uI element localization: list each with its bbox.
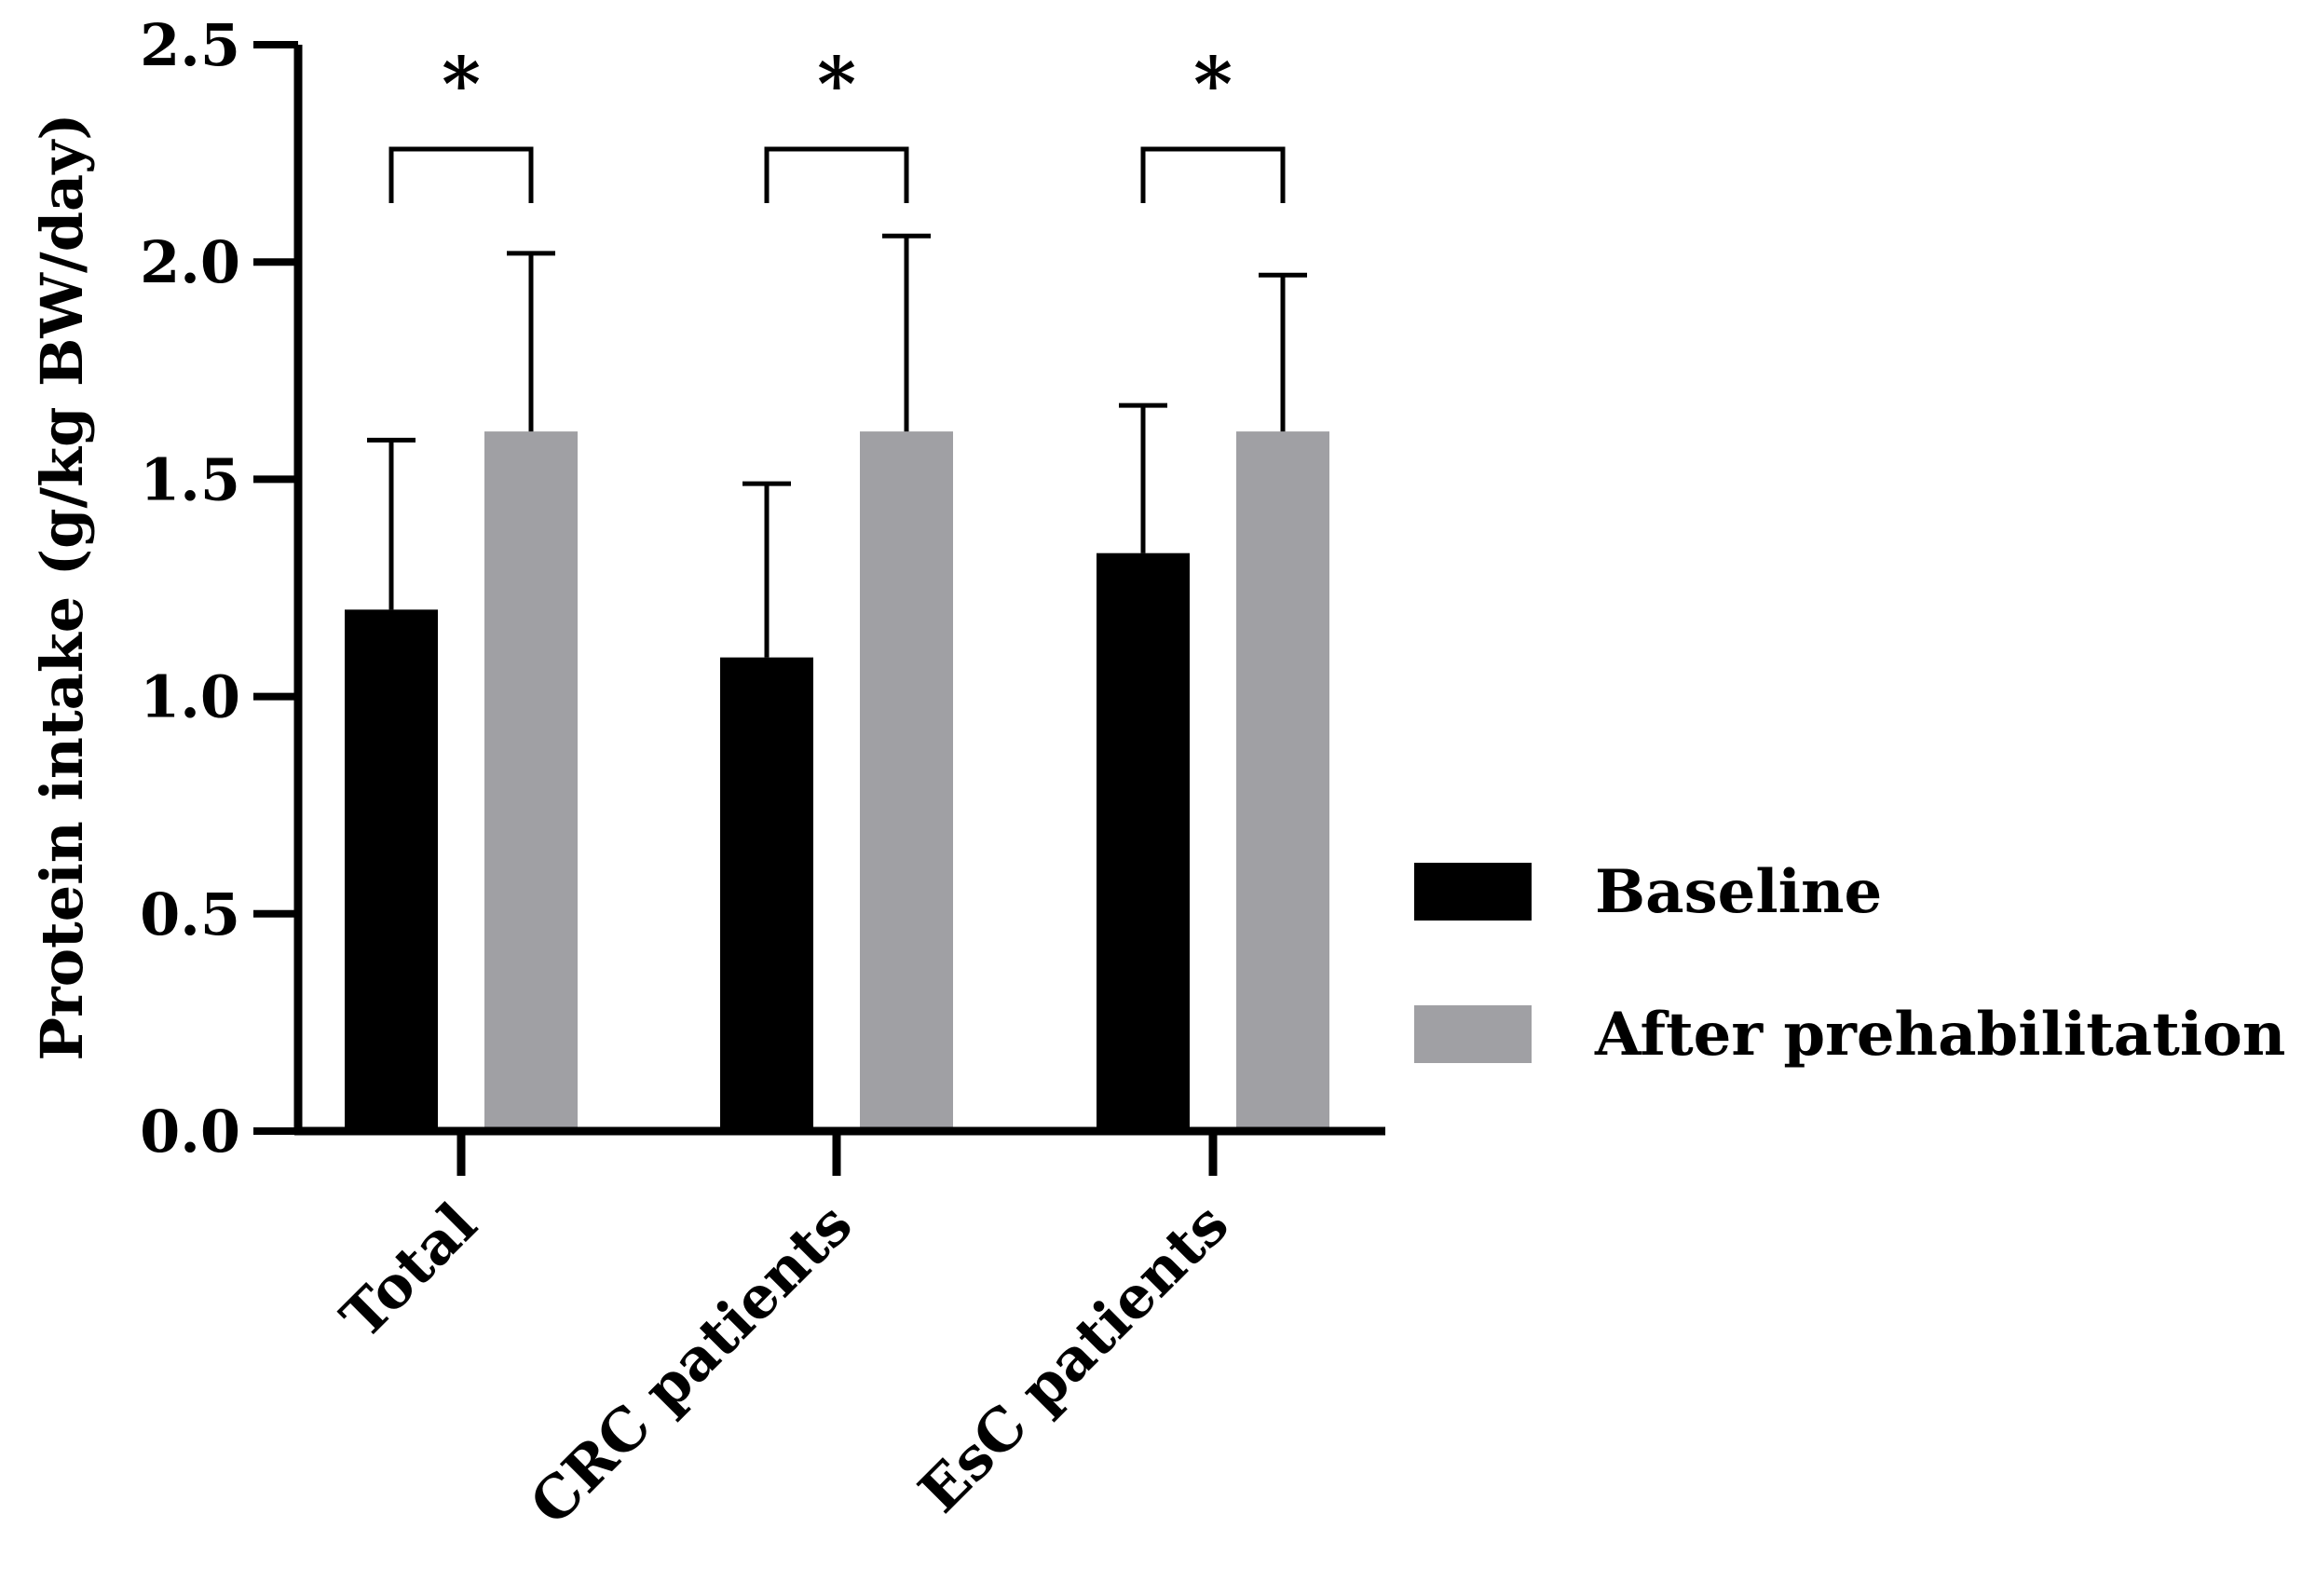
x-tick-label: EsC patients — [906, 1190, 1242, 1526]
significance-bracket — [1140, 146, 1286, 203]
significance-star: * — [1193, 40, 1233, 128]
bar-after-prehabilitation — [860, 431, 953, 1131]
y-tick-label: 1.0 — [140, 663, 240, 731]
bars-layer — [345, 431, 1329, 1131]
y-tick-label: 2.0 — [140, 228, 240, 296]
legend-label-baseline: Baseline — [1595, 857, 1882, 927]
significance-star: * — [442, 40, 481, 128]
y-axis-title: Protein intake (g/kg BW/day) — [28, 113, 96, 1060]
x-ticks-layer: Total CRC patients EsC patients — [328, 1131, 1242, 1538]
bar-after-prehabilitation — [1236, 431, 1329, 1131]
y-tick-label: 0.5 — [140, 880, 240, 948]
bar-baseline — [345, 609, 438, 1131]
x-tick-label: Total — [328, 1190, 490, 1352]
significance-bracket — [764, 146, 909, 203]
axes-layer — [293, 45, 1385, 1136]
y-ticks-layer: 0.0 0.5 1.0 1.5 2.0 2.5 — [140, 11, 298, 1166]
bar-baseline — [1097, 552, 1190, 1131]
error-bars-layer — [367, 233, 1307, 658]
significance-layer: * * * — [388, 40, 1286, 203]
legend-swatch-baseline — [1414, 863, 1532, 921]
y-tick-label: 0.0 — [140, 1098, 240, 1166]
legend: Baseline After prehabilitation — [1414, 857, 2285, 1070]
x-tick-label: CRC patients — [517, 1190, 865, 1538]
bar-baseline — [720, 657, 813, 1131]
legend-swatch-after-prehabilitation — [1414, 1005, 1532, 1063]
y-tick-label: 2.5 — [140, 11, 240, 79]
legend-label-after-prehabilitation: After prehabilitation — [1594, 1000, 2285, 1070]
y-tick-label: 1.5 — [140, 445, 240, 513]
bar-after-prehabilitation — [484, 431, 578, 1131]
significance-bracket — [388, 146, 534, 203]
significance-star: * — [817, 40, 856, 128]
